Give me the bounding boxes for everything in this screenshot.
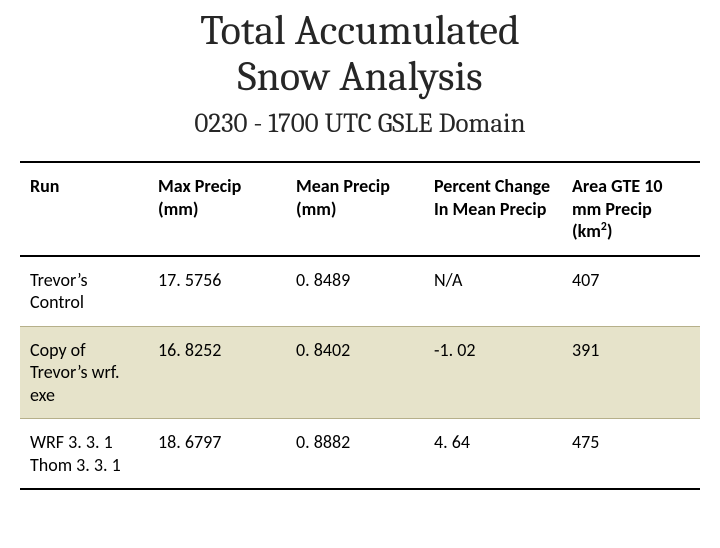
col-header-area-suffix: ) (607, 220, 613, 242)
cell-max: 17. 5756 (148, 256, 286, 327)
cell-run: WRF 3. 3. 1 Thom 3. 3. 1 (20, 419, 148, 490)
col-header-mean: Mean Precip (mm) (286, 162, 424, 256)
cell-pct: N/A (424, 256, 562, 327)
col-header-pct: Percent Change In Mean Precip (424, 162, 562, 256)
cell-mean: 0. 8489 (286, 256, 424, 327)
col-header-run: Run (20, 162, 148, 256)
cell-pct: 4. 64 (424, 419, 562, 490)
cell-run: Copy of Trevor’s wrf. exe (20, 326, 148, 419)
snow-analysis-table: Run Max Precip (mm) Mean Precip (mm) Per… (20, 161, 700, 490)
cell-area: 407 (562, 256, 700, 327)
col-header-area-prefix: Area GTE 10 mm Precip (km (572, 175, 663, 242)
slide: Total Accumulated Snow Analysis 0230 - 1… (0, 8, 720, 548)
cell-pct: -1. 02 (424, 326, 562, 419)
cell-max: 18. 6797 (148, 419, 286, 490)
table-row: Trevor’s Control 17. 5756 0. 8489 N/A 40… (20, 256, 700, 327)
cell-mean: 0. 8402 (286, 326, 424, 419)
table-body: Trevor’s Control 17. 5756 0. 8489 N/A 40… (20, 256, 700, 490)
cell-run: Trevor’s Control (20, 256, 148, 327)
col-header-area: Area GTE 10 mm Precip (km2) (562, 162, 700, 256)
cell-mean: 0. 8882 (286, 419, 424, 490)
cell-area: 391 (562, 326, 700, 419)
cell-area: 475 (562, 419, 700, 490)
page-subtitle: 0230 - 1700 UTC GSLE Domain (0, 108, 720, 139)
table-row: WRF 3. 3. 1 Thom 3. 3. 1 18. 6797 0. 888… (20, 419, 700, 490)
table-row: Copy of Trevor’s wrf. exe 16. 8252 0. 84… (20, 326, 700, 419)
page-title: Total Accumulated Snow Analysis (0, 8, 720, 100)
table-header-row: Run Max Precip (mm) Mean Precip (mm) Per… (20, 162, 700, 256)
cell-max: 16. 8252 (148, 326, 286, 419)
title-line-2: Snow Analysis (237, 52, 482, 101)
title-line-1: Total Accumulated (200, 6, 520, 55)
col-header-max: Max Precip (mm) (148, 162, 286, 256)
